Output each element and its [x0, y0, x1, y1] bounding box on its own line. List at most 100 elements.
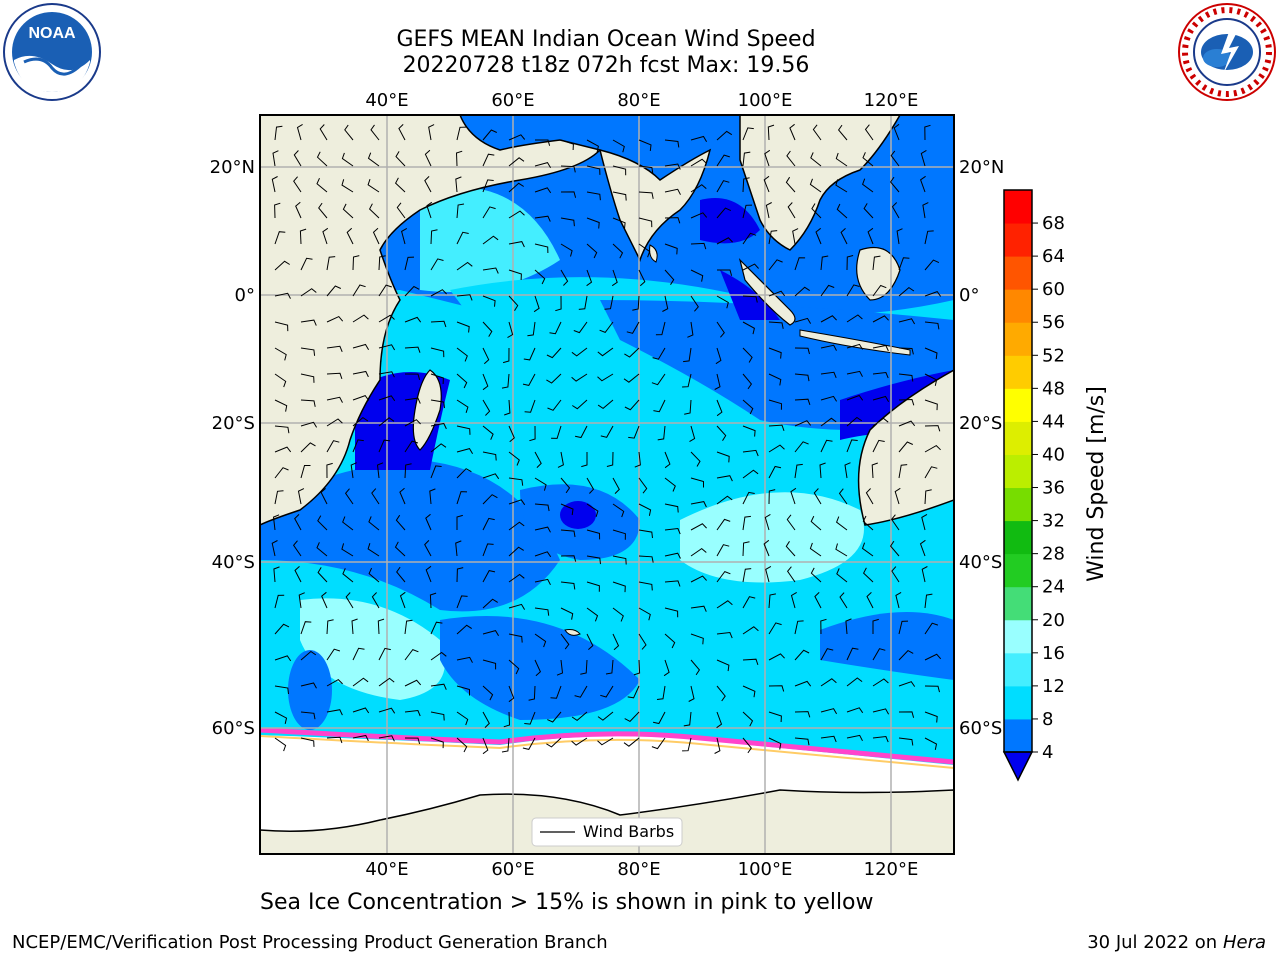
wind-barb	[716, 180, 730, 193]
wind-barb	[352, 314, 369, 323]
wind-barb	[794, 649, 810, 661]
wind-barb	[430, 621, 443, 635]
forecast-subtitle: 20220728 t18z 072h fcst Max: 19.56	[402, 53, 810, 78]
wind-barb	[482, 399, 491, 416]
wind-barb	[599, 321, 614, 334]
wind-barb	[716, 154, 730, 167]
wind-barb	[809, 542, 822, 557]
wind-barb	[326, 440, 340, 453]
wind-barb	[716, 451, 730, 463]
wind-barb	[404, 440, 419, 453]
wind-barb	[794, 420, 812, 427]
wind-barb	[300, 621, 312, 635]
wind-barb	[501, 373, 510, 389]
wind-barb	[430, 737, 444, 749]
wind-barb	[482, 543, 494, 557]
wind-barb	[482, 473, 500, 480]
wind-barb	[742, 151, 751, 167]
wind-barb	[350, 462, 357, 479]
wind-barb	[300, 737, 315, 747]
wind-barb	[404, 256, 415, 271]
wind-barb	[274, 373, 287, 388]
wind-barb	[326, 315, 344, 323]
wind-barb	[586, 581, 600, 592]
wind-barb	[820, 395, 838, 402]
wind-barb	[600, 685, 614, 698]
wind-barb	[550, 685, 562, 699]
wind-barb	[508, 685, 515, 703]
wind-barb	[560, 243, 573, 257]
wind-barb	[546, 737, 562, 748]
wind-barb	[810, 152, 822, 167]
wind-barb	[638, 165, 654, 174]
colorbar-segment	[1004, 322, 1032, 356]
wind-barb	[508, 633, 523, 643]
wind-barb	[571, 711, 588, 722]
wind-barb	[838, 488, 848, 505]
wind-barb	[809, 178, 822, 193]
wind-barb	[300, 373, 315, 383]
wind-barb	[810, 567, 822, 583]
wind-barb	[318, 202, 328, 219]
lon-tick-label: 60°E	[491, 90, 534, 111]
wind-barb	[272, 150, 279, 167]
wind-barb	[820, 648, 834, 661]
wind-barb	[372, 227, 380, 245]
wind-barb	[716, 321, 725, 338]
wind-barb	[274, 347, 287, 361]
wind-barb	[820, 344, 837, 351]
wind-barb	[716, 659, 730, 672]
wind-barb	[551, 425, 562, 439]
wind-barb	[872, 284, 887, 297]
wind-barb	[626, 321, 640, 334]
wind-barb	[404, 619, 413, 635]
wind-barb	[742, 491, 755, 505]
wind-barb	[546, 373, 562, 384]
wind-barb	[612, 555, 627, 565]
wind-barb	[638, 477, 648, 494]
wind-barb	[482, 321, 493, 337]
wind-barb	[768, 321, 784, 329]
wind-barb	[404, 709, 421, 717]
wind-barb	[425, 513, 432, 531]
wind-barb	[865, 488, 874, 505]
wind-barb	[819, 462, 826, 479]
wind-barb	[690, 523, 707, 531]
wind-barb	[482, 659, 497, 670]
wind-barb	[586, 477, 595, 494]
wind-barb	[812, 124, 822, 141]
wind-barb	[634, 451, 641, 468]
wind-barb	[528, 685, 536, 701]
wind-barb	[768, 489, 776, 505]
wind-barb	[456, 425, 471, 435]
wind-barb	[300, 399, 316, 407]
lat-ticks-left: 20°N 0° 20°S 40°S 60°S	[210, 157, 255, 739]
wind-barb	[404, 737, 421, 745]
wind-barb	[534, 215, 551, 222]
wind-barb	[571, 347, 588, 357]
wind-barb	[299, 228, 307, 245]
wind-barb	[612, 503, 625, 518]
wind-barb	[456, 491, 468, 505]
wind-barb	[742, 596, 756, 609]
wind-barb	[794, 463, 803, 479]
wind-barb	[371, 488, 380, 505]
wind-barb	[399, 591, 406, 609]
wind-barb	[862, 567, 874, 583]
wind-barb	[456, 321, 470, 333]
wind-barb	[919, 539, 926, 557]
wind-barb	[273, 566, 280, 583]
wind-barb	[399, 487, 406, 505]
wind-barb	[924, 653, 942, 661]
wind-barb	[742, 347, 753, 363]
wind-barb	[456, 685, 470, 696]
wind-barb	[891, 566, 900, 583]
wind-barb	[627, 685, 640, 699]
wind-barb	[274, 490, 284, 505]
colorbar-segment	[1004, 652, 1032, 687]
colorbar-tick-label: 40	[1042, 444, 1065, 465]
wind-barb	[395, 514, 406, 531]
wind-barb	[742, 232, 757, 245]
machine-name: Hera	[1222, 932, 1266, 953]
